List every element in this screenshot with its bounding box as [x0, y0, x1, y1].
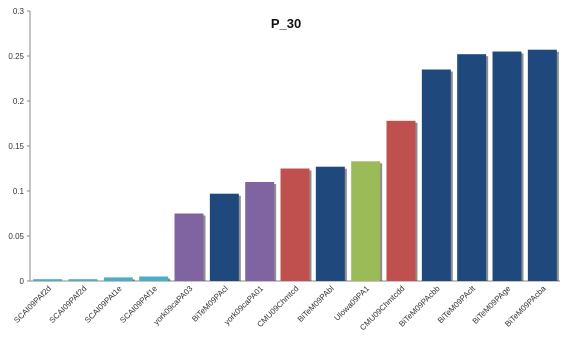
bar [351, 161, 381, 281]
y-tick-label: 0.2 [13, 97, 25, 106]
y-tick-label: 0.15 [8, 142, 24, 151]
bar [174, 213, 204, 281]
category-label: BiTeM09PAbl [296, 284, 336, 324]
bar [527, 49, 557, 282]
bar [280, 168, 310, 281]
bar [421, 69, 451, 281]
y-tick-label: 0.05 [8, 232, 24, 241]
category-labels: SCAI09PAf2dSCAI09PAf2dSCAI09PAt1eSCAI09P… [12, 284, 548, 333]
chart-title: P_30 [271, 16, 301, 31]
bar [103, 277, 133, 281]
bar [139, 276, 169, 281]
bar [492, 51, 522, 281]
bar [457, 54, 487, 282]
y-axis-ticks: 0 0.05 0.1 0.15 0.2 0.25 0.3 [8, 7, 30, 286]
y-tick-label: 0.1 [13, 187, 25, 196]
category-label: Ulowa09PA1 [332, 284, 371, 323]
bar [33, 279, 63, 281]
y-tick-label: 0 [20, 277, 25, 286]
y-tick-label: 0.25 [8, 52, 24, 61]
bar [386, 120, 416, 281]
bar [68, 279, 98, 281]
bar [245, 182, 275, 281]
bar [315, 166, 345, 281]
bars [33, 49, 559, 282]
bar [209, 193, 239, 281]
y-tick-label: 0.3 [13, 7, 25, 16]
